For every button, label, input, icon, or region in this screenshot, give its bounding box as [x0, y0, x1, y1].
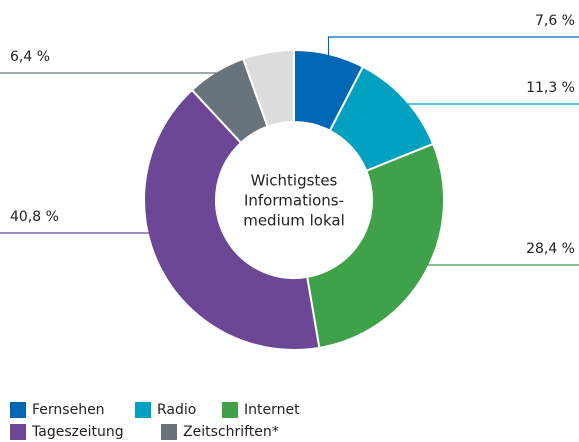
legend-label: Radio [157, 402, 196, 418]
slice [143, 88, 321, 351]
center-text: Informations- [244, 192, 344, 210]
value-label: 11,3 % [526, 80, 575, 96]
legend-swatch [161, 424, 177, 440]
leader-line [0, 232, 164, 265]
center-text: medium lokal [243, 212, 345, 230]
leader-line [401, 101, 579, 105]
value-label: 6,4 % [10, 49, 50, 65]
value-label: 28,4 % [526, 241, 575, 257]
legend-swatch [10, 424, 26, 440]
legend-label: Tageszeitung [31, 424, 124, 440]
leader-line [0, 72, 219, 76]
value-label: 40,8 % [10, 209, 59, 225]
leader-line [420, 264, 579, 272]
legend-swatch [222, 402, 238, 418]
slice [306, 142, 445, 350]
legend-swatch [135, 402, 151, 418]
legend-label: Zeitschriften* [183, 424, 279, 440]
value-label: 7,6 % [535, 13, 575, 29]
legend-label: Internet [244, 402, 300, 418]
center-text: Wichtigstes [251, 172, 338, 190]
leader-line [327, 36, 579, 59]
slice [241, 48, 295, 128]
legend-swatch [10, 402, 26, 418]
legend-label: Fernsehen [32, 402, 105, 418]
